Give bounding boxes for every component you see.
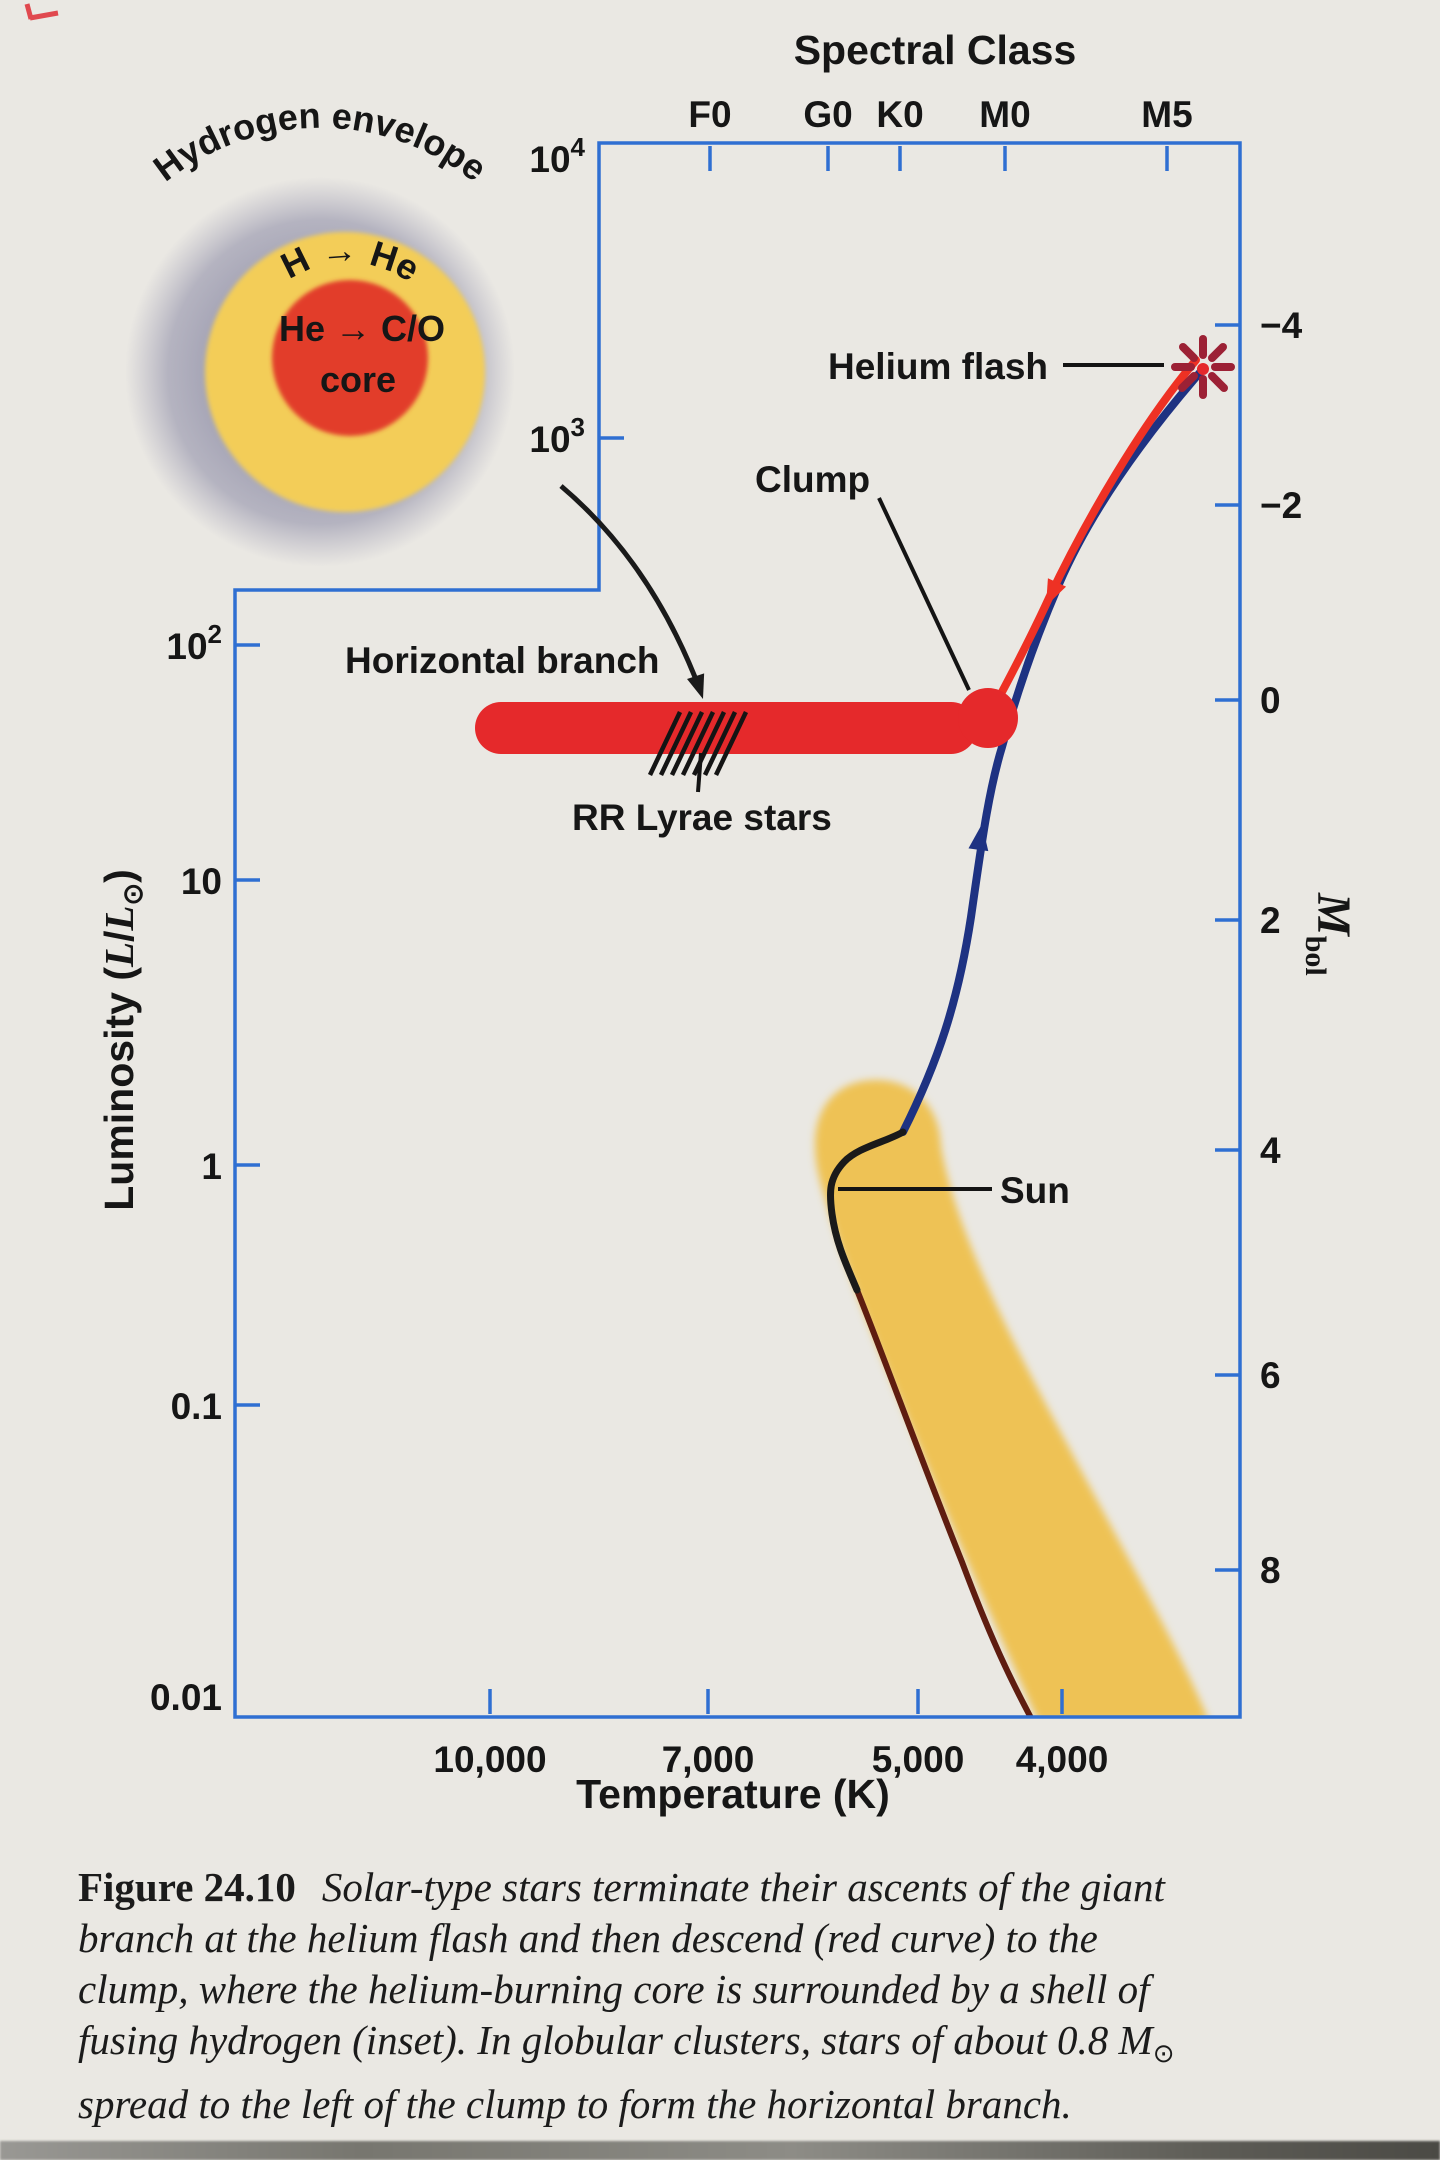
caption-line-2: branch at the helium flash and then desc… [78,1915,1098,1961]
left-tick-label: 102 [166,619,222,667]
post-flash-descent-curve [990,356,1200,711]
right-tick-label: 0 [1260,680,1281,721]
left-tick-label: 104 [529,132,585,180]
bottom-tick-label: 10,000 [433,1739,546,1780]
caption-line-3: clump, where the helium-burning core is … [78,1966,1150,2012]
scan-edge-shadow [0,2141,1440,2160]
top-axis-title: Spectral Class [794,27,1077,73]
rr-lyrae-label: RR Lyrae stars [572,797,832,838]
figure-caption: Figure 24.10 Solar-type stars terminate t… [78,1862,1408,2130]
caption-line-4: fusing hydrogen (inset). In globular clu… [78,2017,1175,2068]
rr-lyrae-pointer-line [696,752,703,793]
clump-dot [958,688,1018,748]
core-label: core [320,359,396,400]
main-sequence-band [815,1080,1209,1717]
helium-flash-starburst-icon [1171,335,1235,399]
bottom-tick-label: 5,000 [872,1739,965,1780]
star-cross-section-inset: Hydrogen envelope H → He He → C/O core [125,95,515,567]
sun-symbol: ⊙ [1152,2039,1175,2068]
caption-line-1: Figure 24.10 Solar-type stars terminate t… [78,1864,1165,1910]
right-tick-label: −2 [1260,485,1302,526]
right-axis-title: Mbol [1299,892,1360,976]
plot-border [233,141,1242,1719]
bottom-axis-title: Temperature (K) [576,1771,890,1817]
left-axis-title: Luminosity (L/L⊙) [96,869,148,1211]
left-axis-title-L2: L [96,906,142,932]
hydrogen-envelope-label: Hydrogen envelope [146,95,495,189]
top-tick-label: G0 [803,94,852,135]
he-to-co-label: He → C/O [279,308,445,349]
top-tick-label: M0 [979,94,1030,135]
left-tick-label: 0.1 [171,1386,222,1427]
right-tick-label: 8 [1260,1550,1281,1591]
left-tick-label: 1 [201,1146,222,1187]
clump-label: Clump [755,459,870,500]
clump-pointer-line [877,497,971,691]
left-tick-label: 0.01 [150,1677,222,1718]
left-axis-title-L1: L [96,942,142,968]
left-tick-label: 103 [529,412,585,460]
right-tick-label: 2 [1260,900,1281,941]
right-axis-title-sub: bol [1299,936,1332,976]
scan-corner-mark [24,3,59,21]
figure-number: Figure 24.10 [78,1864,296,1910]
right-axis-title-M: M [1307,892,1360,938]
ascent-arrowhead-icon [968,824,989,852]
top-tick-label: F0 [688,94,731,135]
left-axis-title-slash: / [96,931,142,942]
inset-pointer-arrowhead-icon [687,673,705,699]
left-tick-label: 10 [181,861,222,902]
right-axis-ticks: −4 −2 0 2 4 6 8 [1215,305,1303,1591]
left-axis-title-sun-symbol: ⊙ [118,883,148,906]
left-axis-title-post: ) [96,869,142,883]
caption-line-5: spread to the left of the clump to form … [78,2081,1072,2127]
descent-arrowhead-icon [1046,578,1067,606]
left-axis-title-pre: Luminosity ( [96,967,142,1211]
top-tick-label: M5 [1141,94,1192,135]
carbon-oxygen-core-region [272,280,428,436]
bottom-tick-label: 7,000 [662,1739,755,1780]
main-sequence-band-group [815,1080,1209,1717]
sun-track-curve [827,1128,907,1294]
horizontal-branch-label: Horizontal branch [345,640,660,681]
lower-main-sequence-line [854,1287,1033,1717]
bottom-tick-label: 4,000 [1016,1739,1109,1780]
sun-label: Sun [1000,1170,1070,1211]
right-tick-label: 4 [1260,1130,1281,1171]
bottom-axis-ticks: 10,000 7,000 5,000 4,000 [433,1689,1108,1780]
top-axis-ticks: F0 G0 K0 M0 M5 [688,94,1193,171]
right-tick-label: 6 [1260,1355,1281,1396]
inset-pointer-arrow [559,484,703,691]
top-tick-label: K0 [876,94,923,135]
right-tick-label: −4 [1260,305,1303,346]
helium-flash-label: Helium flash [828,346,1048,387]
